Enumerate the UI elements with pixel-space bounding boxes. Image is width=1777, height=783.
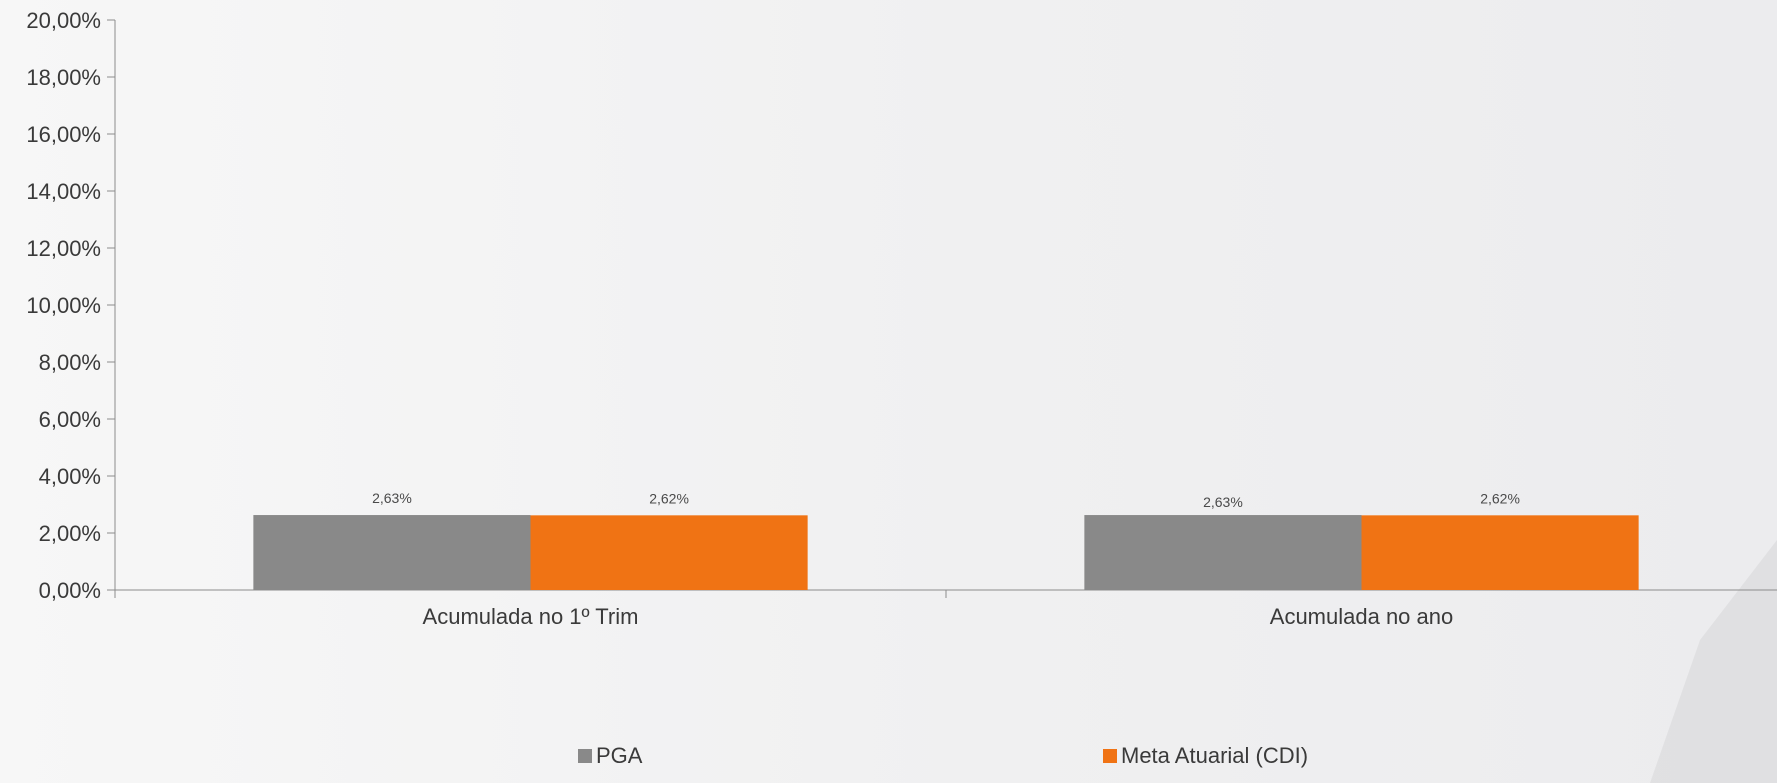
legend-label: PGA — [596, 743, 643, 768]
data-label: 2,62% — [1480, 490, 1520, 506]
y-tick-label: 20,00% — [26, 8, 101, 33]
background-decoration — [1650, 540, 1777, 783]
legend-swatch — [1103, 749, 1117, 763]
y-tick-label: 10,00% — [26, 293, 101, 318]
y-tick-label: 6,00% — [39, 407, 101, 432]
bar — [530, 515, 808, 590]
y-tick-label: 4,00% — [39, 464, 101, 489]
y-tick-label: 12,00% — [26, 236, 101, 261]
bar — [1084, 515, 1362, 590]
data-label: 2,63% — [372, 490, 412, 506]
x-tick-label: Acumulada no ano — [1270, 604, 1453, 629]
y-tick-label: 16,00% — [26, 122, 101, 147]
bar — [1361, 515, 1639, 590]
legend-label: Meta Atuarial (CDI) — [1121, 743, 1308, 768]
y-tick-label: 18,00% — [26, 65, 101, 90]
legend-swatch — [578, 749, 592, 763]
data-label: 2,63% — [1203, 494, 1243, 510]
y-tick-label: 8,00% — [39, 350, 101, 375]
y-tick-label: 2,00% — [39, 521, 101, 546]
y-tick-label: 14,00% — [26, 179, 101, 204]
bar — [253, 515, 531, 590]
y-tick-label: 0,00% — [39, 578, 101, 603]
data-label: 2,62% — [649, 490, 689, 506]
x-tick-label: Acumulada no 1º Trim — [423, 604, 639, 629]
